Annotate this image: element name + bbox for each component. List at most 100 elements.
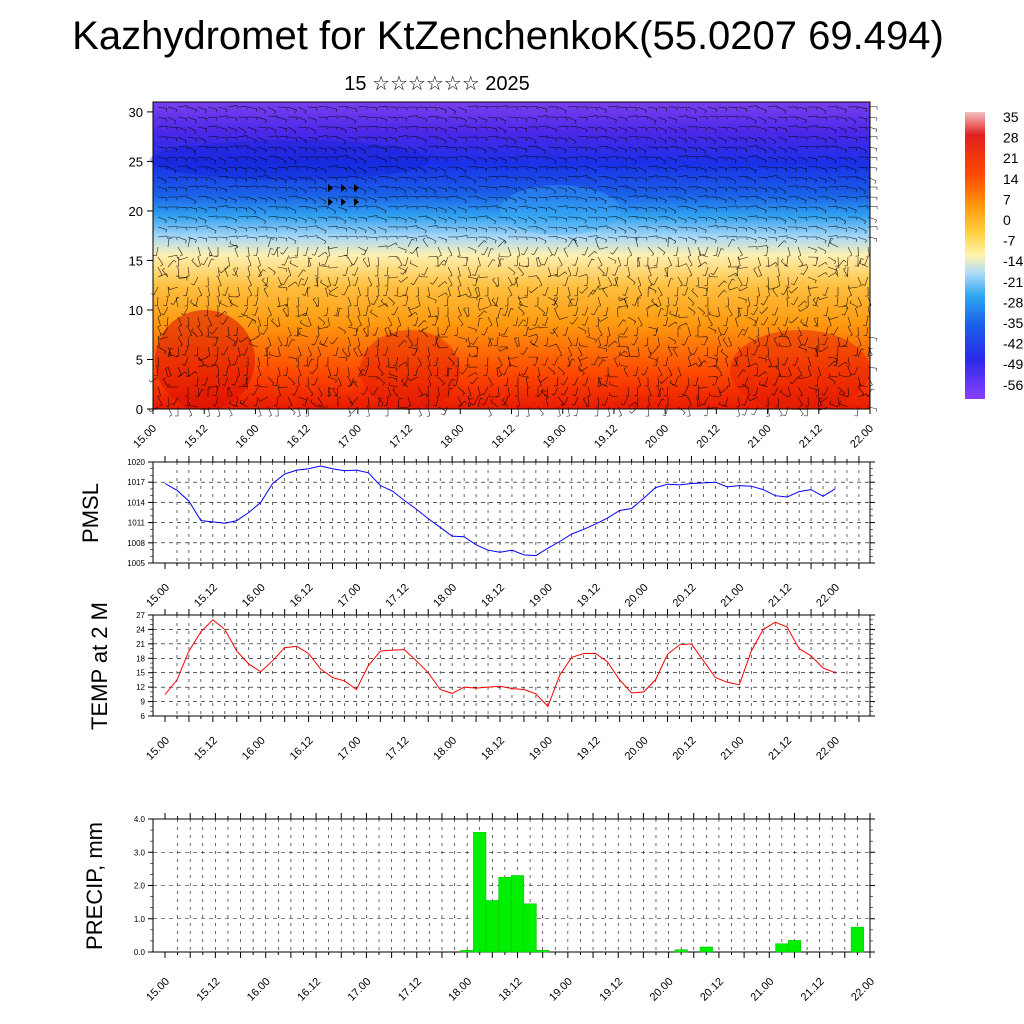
wind-barb bbox=[287, 216, 297, 220]
wind-barb bbox=[327, 376, 337, 381]
wind-barb bbox=[557, 226, 567, 230]
colorbar-label: -28 bbox=[1003, 294, 1023, 310]
wind-barb-feather bbox=[849, 300, 852, 304]
wind-barb-feather bbox=[463, 264, 467, 267]
wind-barb bbox=[847, 146, 857, 149]
wind-barb bbox=[327, 206, 337, 212]
wind-barb bbox=[507, 308, 512, 318]
wind-barb bbox=[267, 238, 272, 248]
wind-barb-feather bbox=[385, 148, 388, 152]
wind-barb-feather bbox=[299, 331, 301, 335]
wind-barb bbox=[319, 326, 329, 330]
wind-barb-feather bbox=[764, 371, 768, 375]
wind-barb bbox=[247, 246, 250, 256]
wind-barb bbox=[687, 296, 695, 304]
wind-barb-feather bbox=[822, 334, 826, 337]
wind-barb bbox=[377, 226, 387, 231]
wind-barb-feather bbox=[705, 189, 708, 193]
wind-barb bbox=[725, 396, 729, 406]
wind-barb-feather bbox=[179, 254, 183, 257]
wind-barb bbox=[187, 316, 190, 326]
colorbar-label: -42 bbox=[1003, 336, 1023, 352]
wind-barb bbox=[236, 326, 239, 336]
wind-barb bbox=[753, 346, 759, 356]
wind-barb bbox=[257, 106, 267, 112]
wind-barb-feather bbox=[195, 208, 198, 212]
wind-barb bbox=[767, 156, 777, 160]
wind-barb-feather bbox=[280, 252, 283, 255]
wind-barb bbox=[759, 384, 769, 388]
wind-barb-feather bbox=[270, 238, 274, 240]
wind-barb bbox=[167, 146, 177, 149]
wind-barb bbox=[519, 296, 529, 299]
wind-barb bbox=[737, 369, 744, 378]
wind-barb bbox=[517, 155, 527, 158]
wind-barb-feather bbox=[693, 312, 696, 315]
wind-barb bbox=[177, 346, 180, 356]
wind-barb bbox=[387, 206, 397, 208]
wind-barb-feather bbox=[232, 344, 236, 346]
wind-barb bbox=[716, 346, 719, 356]
wind-barb-feather bbox=[732, 238, 736, 241]
wind-barb-feather bbox=[569, 354, 573, 357]
wind-barb bbox=[847, 256, 849, 267]
wind-barb bbox=[387, 196, 398, 198]
wind-barb-feather bbox=[864, 150, 867, 154]
wind-barb bbox=[647, 165, 657, 168]
wind-barb bbox=[537, 135, 547, 138]
wind-barb bbox=[527, 166, 537, 169]
wind-barb bbox=[427, 356, 431, 366]
wind-barb bbox=[587, 166, 597, 171]
wind-barb bbox=[415, 316, 419, 326]
wind-barb bbox=[197, 156, 207, 159]
wind-barb bbox=[847, 246, 853, 256]
wind-barb bbox=[436, 396, 439, 406]
heatmap-x-tick-label: 19.00 bbox=[541, 423, 569, 451]
wind-barb bbox=[377, 156, 387, 161]
wind-barb bbox=[217, 406, 221, 416]
wind-barb bbox=[315, 278, 319, 288]
wind-barb bbox=[787, 125, 797, 128]
wind-barb-feather bbox=[405, 170, 407, 174]
wind-barb-feather bbox=[285, 150, 287, 154]
wind-barb bbox=[597, 296, 601, 306]
heatmap-x-tick-label: 21.00 bbox=[746, 423, 774, 451]
wind-barb-feather bbox=[747, 305, 751, 307]
wind-barb bbox=[417, 126, 427, 128]
wind-barb bbox=[157, 256, 164, 265]
y-tick-label: 12 bbox=[136, 683, 145, 692]
wind-barb-feather bbox=[325, 149, 327, 153]
wind-barb bbox=[407, 146, 417, 152]
wind-barb bbox=[597, 376, 602, 386]
wind-barb-feather bbox=[227, 365, 231, 367]
wind-barb bbox=[597, 378, 600, 388]
wind-barb-feather bbox=[271, 253, 275, 256]
wind-barb bbox=[257, 406, 262, 416]
wind-barb bbox=[739, 286, 749, 292]
wind-barb-feather bbox=[406, 294, 408, 298]
wind-barb bbox=[367, 106, 377, 109]
wind-barb bbox=[519, 304, 529, 308]
wind-barb-feather bbox=[614, 260, 617, 264]
wind-barb-feather bbox=[166, 158, 168, 162]
wind-barb-feather bbox=[251, 393, 255, 396]
wind-barb-feather bbox=[678, 375, 682, 377]
wind-barb-feather bbox=[539, 284, 543, 287]
wind-barb-feather bbox=[785, 129, 787, 133]
wind-barb-feather bbox=[246, 228, 248, 232]
wind-barb bbox=[157, 235, 167, 238]
wind-barb bbox=[219, 302, 229, 308]
wind-barb-feather bbox=[489, 344, 493, 347]
wind-barb bbox=[717, 280, 725, 288]
wind-barb-feather bbox=[265, 159, 267, 163]
wind-barb bbox=[477, 256, 481, 266]
wind-barb-feather bbox=[364, 161, 367, 165]
wind-barb bbox=[737, 406, 740, 416]
wind-barb-feather bbox=[562, 334, 566, 336]
wind-barb-feather bbox=[516, 255, 521, 257]
wind-barb-feather bbox=[194, 151, 197, 155]
wind-barb bbox=[537, 115, 547, 118]
y-tick-label: 1020 bbox=[127, 458, 145, 467]
wind-flag bbox=[354, 198, 359, 206]
wind-barb-feather bbox=[720, 248, 724, 250]
